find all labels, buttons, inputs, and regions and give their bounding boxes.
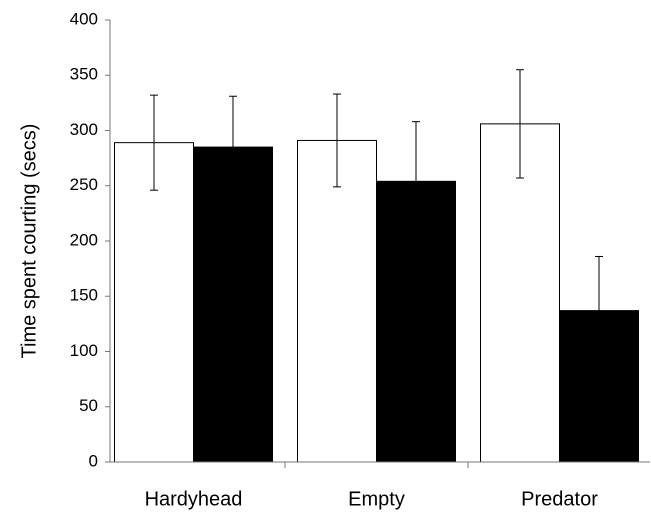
y-tick-label: 300 bbox=[70, 120, 98, 139]
x-tick-label: Predator bbox=[521, 488, 598, 510]
y-tick-label: 150 bbox=[70, 286, 98, 305]
y-axis-title: Time spent courting (secs) bbox=[18, 124, 40, 359]
y-tick-label: 50 bbox=[79, 396, 98, 415]
x-tick-label: Empty bbox=[348, 488, 405, 510]
error-bar bbox=[412, 121, 420, 242]
bar bbox=[193, 146, 273, 463]
error-bar bbox=[229, 95, 237, 199]
y-tick-label: 0 bbox=[89, 451, 98, 470]
bar bbox=[297, 139, 377, 463]
y-tick-label: 350 bbox=[70, 65, 98, 84]
y-tick-label: 200 bbox=[70, 230, 98, 249]
y-tick-label: 400 bbox=[70, 9, 98, 28]
y-tick-label: 100 bbox=[70, 341, 98, 360]
error-bar bbox=[333, 93, 341, 188]
error-bar bbox=[516, 69, 524, 179]
x-tick-label: Hardyhead bbox=[145, 488, 243, 510]
y-tick-label: 250 bbox=[70, 175, 98, 194]
bar bbox=[480, 123, 560, 463]
error-bar bbox=[150, 94, 158, 191]
error-bar bbox=[595, 255, 603, 366]
